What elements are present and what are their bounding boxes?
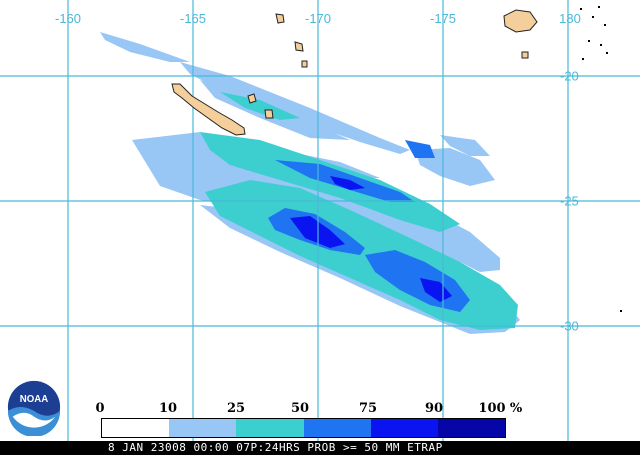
probability-swaths [100,32,520,334]
island-loyalty-b [264,109,274,119]
island-vanuatu-a [275,13,285,24]
noaa-logo: NOAA [5,378,63,436]
legend-label-25: 25 [226,401,246,416]
swath-75-90-north [330,176,365,190]
legend-label-10: 10 [158,401,178,416]
legend-label-100: 100 [478,401,506,416]
swath-25-50-streak [220,92,300,120]
lat-label-25: -25 [560,193,579,209]
swath-50-75-east [405,140,435,158]
graticule [0,0,640,441]
legend-label-0: 0 [95,401,105,416]
caption-text: 8 JAN 23008 00:00 07P:24HRS PROB >= 50 M… [108,441,443,454]
swath-10-25-streak-b [180,62,410,154]
legend-swatch-10-25 [169,419,237,437]
legend-swatch-90-100 [437,419,506,437]
swath-10-25-east-b [440,135,490,156]
legend-label-90: 90 [424,401,444,416]
legend-swatch-0-10 [102,419,170,437]
noaa-logo-text: NOAA [20,394,48,405]
island-vanuatu-c [301,60,308,68]
island-loyalty-a [247,93,257,104]
island-fiji [503,9,538,33]
land-masses [171,9,538,136]
island-new-caledonia [171,83,246,136]
island-vanuatu-b [294,41,304,52]
legend-swatch-25-50 [236,419,304,437]
lon-label-180: 180 [559,11,581,26]
legend-swatch-75-90 [370,419,438,437]
legend-label-50: 50 [290,401,310,416]
legend-label-75: 75 [358,401,378,416]
caption-bar: 8 JAN 23008 00:00 07P:24HRS PROB >= 50 M… [0,441,640,455]
island-fiji-small [521,51,529,59]
swath-10-25-east [415,148,495,186]
swath-75-90-south [420,278,452,302]
lon-label-160: -160 [54,11,82,26]
lat-label-30: -30 [560,318,579,334]
lon-label-165: -165 [179,11,207,26]
legend-unit: % [509,401,523,416]
lat-label-20: -20 [560,68,579,84]
legend-swatch-50-75 [303,419,371,437]
lon-label-175: -175 [429,11,457,26]
lon-label-170: -170 [304,11,332,26]
legend-color-bar [101,418,506,438]
small-islands [580,6,622,312]
swath-10-25-streak-a [100,32,190,62]
legend-scale: 0 10 25 50 75 90 100 % [95,401,523,417]
